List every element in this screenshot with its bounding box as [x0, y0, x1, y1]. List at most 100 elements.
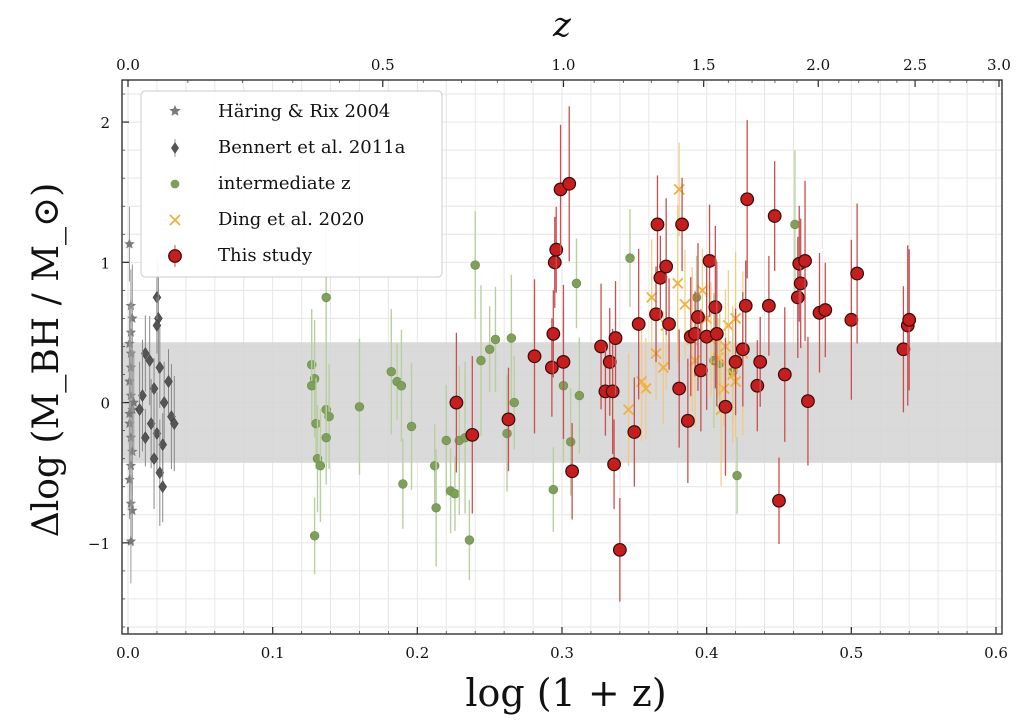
data-point: [608, 331, 623, 345]
data-point: [546, 326, 561, 341]
data-point: [135, 403, 144, 417]
data-point: [750, 378, 765, 393]
x-tick-label: 0.3: [550, 644, 574, 662]
data-point: [450, 489, 460, 499]
data-point: [158, 480, 168, 494]
legend-marker-bennert: [171, 142, 179, 154]
data-point: [574, 390, 585, 401]
data-point: [662, 317, 676, 331]
data-point: [464, 535, 475, 545]
data-point: [396, 381, 407, 391]
data-point: [527, 349, 542, 364]
data-point: [386, 367, 396, 377]
data-point: [691, 310, 705, 324]
data-point: [128, 397, 139, 407]
y-tick-label: −1: [88, 535, 110, 553]
top-tick-label: 0.5: [371, 56, 395, 74]
legend-label-haring: Häring & Rix 2004: [218, 101, 390, 122]
data-point: [465, 427, 480, 442]
data-point: [484, 344, 495, 354]
data-point: [506, 333, 517, 343]
data-point: [354, 402, 365, 412]
top-tick-label: 3.0: [987, 56, 1011, 74]
top-tick-label: 1.0: [552, 56, 576, 74]
data-point: [735, 342, 750, 357]
data-point: [672, 381, 687, 396]
data-point: [159, 396, 169, 410]
data-point: [429, 460, 440, 471]
data-point: [470, 260, 480, 270]
plot-marks: [124, 106, 917, 602]
data-point: [509, 397, 519, 408]
data-point: [565, 437, 576, 447]
data-point: [612, 542, 627, 557]
data-point: [562, 176, 577, 191]
top-tick-label: 0.0: [116, 56, 140, 74]
data-point: [732, 470, 742, 481]
data-point: [740, 192, 755, 207]
data-point: [441, 435, 451, 446]
data-point: [659, 259, 674, 274]
data-point: [708, 300, 723, 315]
top-tick-label: 2.5: [903, 56, 927, 74]
data-point: [607, 457, 621, 472]
data-point: [696, 284, 708, 297]
data-point: [675, 217, 689, 232]
data-point: [798, 254, 812, 268]
data-point: [169, 417, 179, 431]
x-tick-label: 0.6: [984, 644, 1008, 662]
data-point: [565, 464, 580, 479]
data-point: [850, 266, 865, 281]
data-point: [702, 254, 717, 268]
data-point: [571, 278, 582, 289]
data-point: [449, 395, 464, 410]
axis-ticks: 0.0 0.1 0.2 0.3 0.4 0.5 0.6 −1 0 1 2 0.0 0.5 1.0 1.5 2.…: [88, 56, 1011, 662]
data-point: [627, 425, 642, 439]
data-point: [556, 355, 571, 369]
data-point: [548, 484, 559, 495]
legend-marker-this-study: [168, 249, 182, 263]
data-point: [793, 276, 808, 291]
data-point: [547, 255, 562, 270]
x-tick-label: 0.2: [405, 644, 429, 662]
data-point: [127, 505, 138, 515]
series-1: [135, 261, 179, 526]
legend-label-intermediate: intermediate z: [218, 173, 351, 194]
data-point: [622, 403, 635, 416]
data-point: [315, 460, 326, 471]
data-point: [718, 399, 733, 414]
series-2: [307, 150, 800, 581]
legend-marker-intermediate: [170, 179, 180, 189]
data-point: [679, 298, 691, 311]
y-tick-label: 1: [100, 254, 110, 272]
data-point: [490, 334, 501, 345]
top-tick-label: 2.0: [806, 56, 830, 74]
data-point: [653, 270, 668, 285]
legend-label-ding: Ding et al. 2020: [218, 209, 364, 230]
data-point: [738, 298, 753, 313]
data-point: [602, 355, 617, 369]
data-point: [307, 381, 317, 391]
data-point: [709, 326, 724, 341]
x-axis-title: log (1 + z): [465, 671, 666, 715]
x-tick-label: 0.1: [261, 644, 285, 662]
data-point: [728, 355, 743, 369]
data-point: [152, 318, 162, 332]
legend: Häring & Rix 2004 Bennert et al. 2011a i…: [140, 90, 443, 278]
data-point: [501, 412, 516, 427]
data-point: [431, 503, 441, 513]
legend-marker-haring: [169, 105, 181, 116]
data-point: [124, 238, 135, 249]
data-point: [594, 339, 608, 354]
data-point: [145, 354, 155, 367]
data-point: [902, 312, 917, 327]
data-point: [650, 217, 665, 232]
data-point: [688, 326, 702, 341]
data-point: [767, 209, 782, 223]
data-point: [777, 367, 792, 382]
data-point: [790, 219, 800, 230]
data-point: [646, 291, 658, 304]
y-tick-label: 2: [100, 114, 110, 132]
data-point: [311, 418, 321, 429]
